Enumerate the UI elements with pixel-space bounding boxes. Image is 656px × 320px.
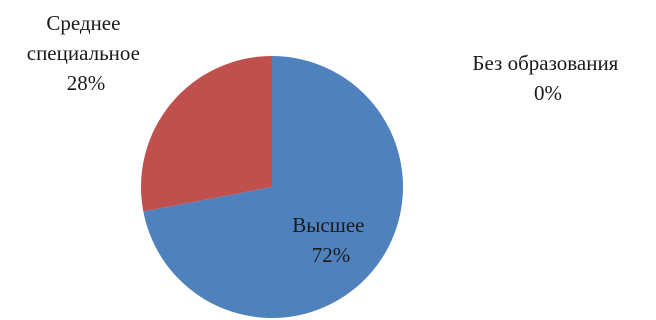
label-vysshee-name: Высшее — [292, 213, 364, 237]
svg-text:Среднее специальное: Среднее специальное 28% — [27, 11, 145, 95]
label-bez-obrazovaniya: Без образования 0% — [472, 51, 623, 105]
label-bez-obrazovaniya-percent: 0% — [534, 81, 562, 105]
label-srednee-spetsialnoe: Среднее специальное 28% — [27, 11, 145, 95]
svg-text:Без образования 0%: Без образования 0% — [472, 51, 623, 105]
label-vysshee-percent: 72% — [312, 243, 351, 267]
label-bez-obrazovaniya-name: Без образования — [472, 51, 618, 75]
slice-vysshee — [143, 56, 403, 318]
label-vysshee: Высшее 72% — [292, 213, 370, 267]
label-srednee-percent: 28% — [67, 71, 106, 95]
slice-srednee-spetsialnoe — [140, 56, 272, 212]
label-srednee-line2: специальное — [27, 41, 140, 65]
svg-text:Высшее 72%: Высшее 72% — [292, 213, 370, 267]
label-srednee-line1: Среднее — [46, 11, 120, 35]
pie-slices — [140, 56, 403, 318]
